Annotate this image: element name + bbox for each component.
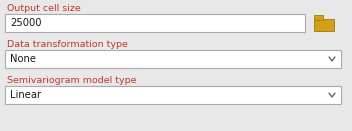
Bar bbox=[314, 15, 323, 20]
Bar bbox=[5, 14, 305, 32]
Text: Data transformation type: Data transformation type bbox=[7, 40, 128, 49]
Bar bbox=[5, 86, 341, 104]
Bar bbox=[5, 50, 341, 68]
Bar bbox=[314, 19, 334, 31]
Text: Linear: Linear bbox=[10, 90, 41, 100]
Text: Output cell size: Output cell size bbox=[7, 4, 81, 13]
Text: 25000: 25000 bbox=[10, 18, 42, 28]
Text: Semivariogram model type: Semivariogram model type bbox=[7, 76, 137, 85]
Text: None: None bbox=[10, 54, 36, 64]
